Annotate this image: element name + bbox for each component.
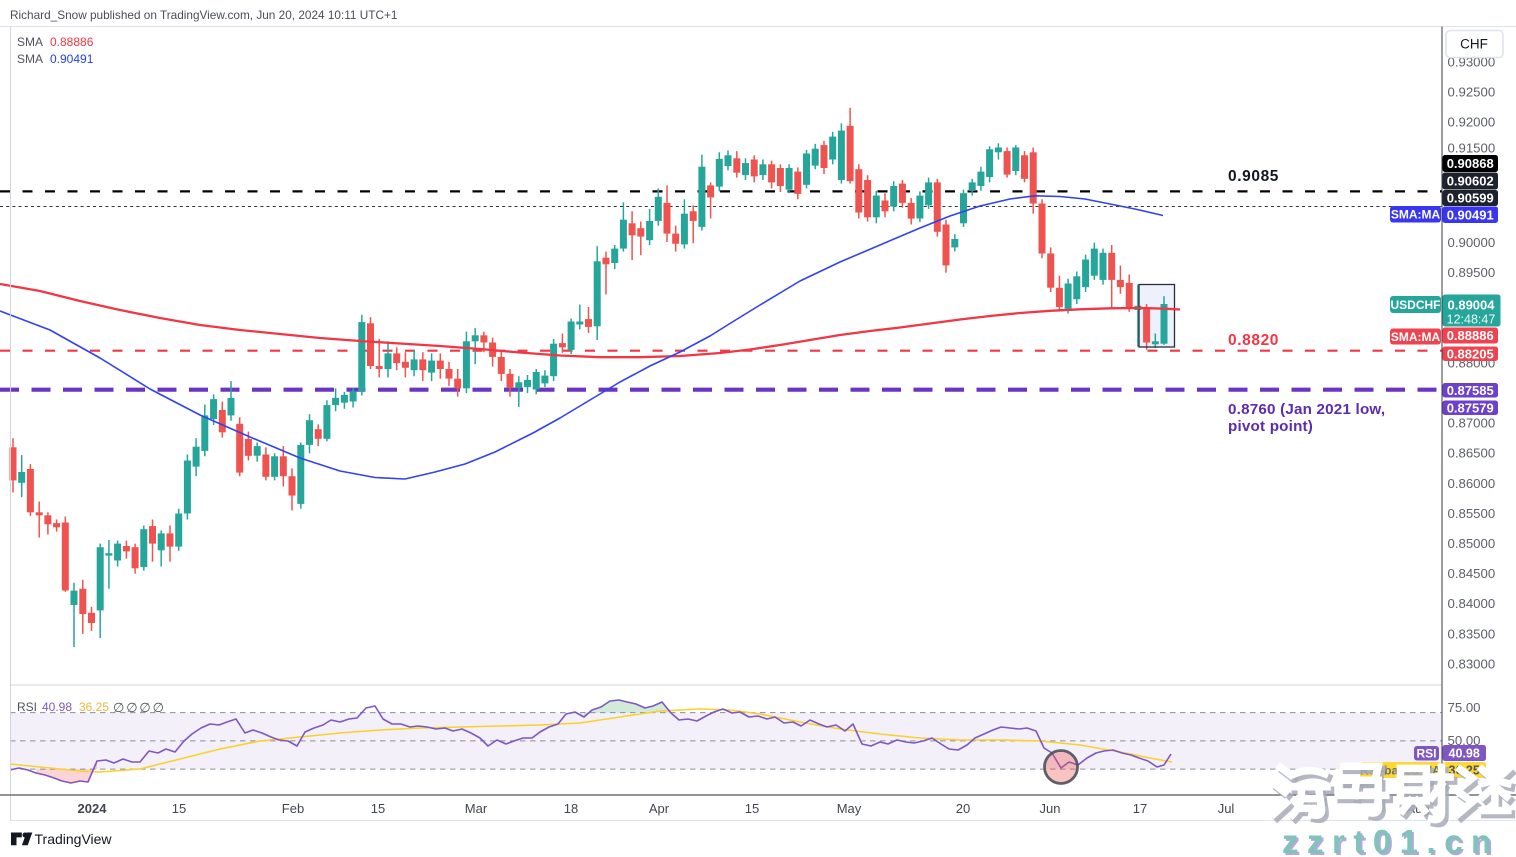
svg-text:0.92500: 0.92500	[1448, 85, 1496, 100]
svg-text:36.25: 36.25	[79, 700, 109, 714]
svg-text:18: 18	[564, 801, 578, 816]
svg-text:15: 15	[745, 801, 759, 816]
svg-text:0.85000: 0.85000	[1448, 536, 1496, 551]
svg-text:0.86000: 0.86000	[1448, 476, 1496, 491]
svg-text:0.8760 (Jan 2021 low,: 0.8760 (Jan 2021 low,	[1228, 401, 1385, 418]
svg-text:RSI: RSI	[1416, 747, 1436, 761]
svg-text:May: May	[837, 801, 862, 816]
svg-text:SMA:MA: SMA:MA	[1391, 330, 1441, 344]
svg-text:0.90868: 0.90868	[1447, 156, 1494, 171]
svg-text:0.90599: 0.90599	[1447, 191, 1494, 206]
svg-text:0.91500: 0.91500	[1448, 141, 1496, 156]
svg-text:0.90491: 0.90491	[1447, 207, 1494, 222]
svg-text:∅: ∅	[113, 700, 124, 715]
svg-text:SMA: SMA	[17, 35, 43, 49]
svg-text:50.00: 50.00	[1448, 733, 1481, 748]
svg-text:pivot point): pivot point)	[1228, 418, 1313, 435]
svg-text:15: 15	[371, 801, 385, 816]
svg-text:USDCHF: USDCHF	[1391, 298, 1441, 312]
svg-text:SMA: SMA	[17, 52, 43, 66]
svg-text:Apr: Apr	[649, 801, 670, 816]
svg-text:2024: 2024	[78, 801, 108, 816]
svg-text:∅: ∅	[153, 700, 164, 715]
svg-text:CHF: CHF	[1460, 37, 1488, 52]
svg-text:0.88886: 0.88886	[1447, 328, 1494, 343]
svg-text:RSI: RSI	[17, 700, 37, 714]
svg-text:Mar: Mar	[465, 801, 488, 816]
svg-text:75.00: 75.00	[1448, 700, 1481, 715]
svg-text:0.85500: 0.85500	[1448, 506, 1496, 521]
svg-text:Jun: Jun	[1040, 801, 1061, 816]
svg-text:0.87585: 0.87585	[1447, 383, 1494, 398]
svg-text:40.98: 40.98	[42, 700, 72, 714]
svg-text:0.92000: 0.92000	[1448, 115, 1496, 130]
svg-text:0.83000: 0.83000	[1448, 656, 1496, 671]
svg-text:Richard_Snow published on Trad: Richard_Snow published on TradingView.co…	[10, 8, 397, 22]
svg-text:0.89004: 0.89004	[1448, 298, 1496, 313]
svg-text:0.88205: 0.88205	[1447, 346, 1494, 361]
svg-text:0.87579: 0.87579	[1447, 400, 1494, 415]
svg-text:Jul: Jul	[1218, 801, 1235, 816]
svg-text:0.88886: 0.88886	[50, 35, 94, 49]
svg-text:40.98: 40.98	[1449, 747, 1480, 761]
svg-text:0.83500: 0.83500	[1448, 626, 1496, 641]
svg-text:0.90000: 0.90000	[1448, 235, 1496, 250]
svg-text:∅: ∅	[139, 700, 150, 715]
svg-text:0.86500: 0.86500	[1448, 446, 1496, 461]
svg-text:TradingView: TradingView	[35, 831, 113, 847]
svg-text:0.8820: 0.8820	[1228, 332, 1279, 349]
svg-text:∅: ∅	[126, 700, 137, 715]
svg-text:SMA:MA: SMA:MA	[1391, 208, 1441, 222]
svg-text:Feb: Feb	[282, 801, 304, 816]
svg-text:12:48:47: 12:48:47	[1447, 313, 1496, 327]
svg-text:0.90602: 0.90602	[1447, 174, 1494, 189]
svg-text:0.87000: 0.87000	[1448, 416, 1496, 431]
svg-text:20: 20	[956, 801, 970, 816]
svg-text:0.89500: 0.89500	[1448, 265, 1496, 280]
svg-text:zzrt01.cn: zzrt01.cn	[1282, 823, 1500, 857]
svg-text:0.9085: 0.9085	[1228, 168, 1279, 185]
svg-text:0.84000: 0.84000	[1448, 596, 1496, 611]
svg-text:0.90491: 0.90491	[50, 52, 94, 66]
svg-text:0.84500: 0.84500	[1448, 566, 1496, 581]
svg-text:15: 15	[172, 801, 186, 816]
svg-text:17: 17	[1133, 801, 1147, 816]
